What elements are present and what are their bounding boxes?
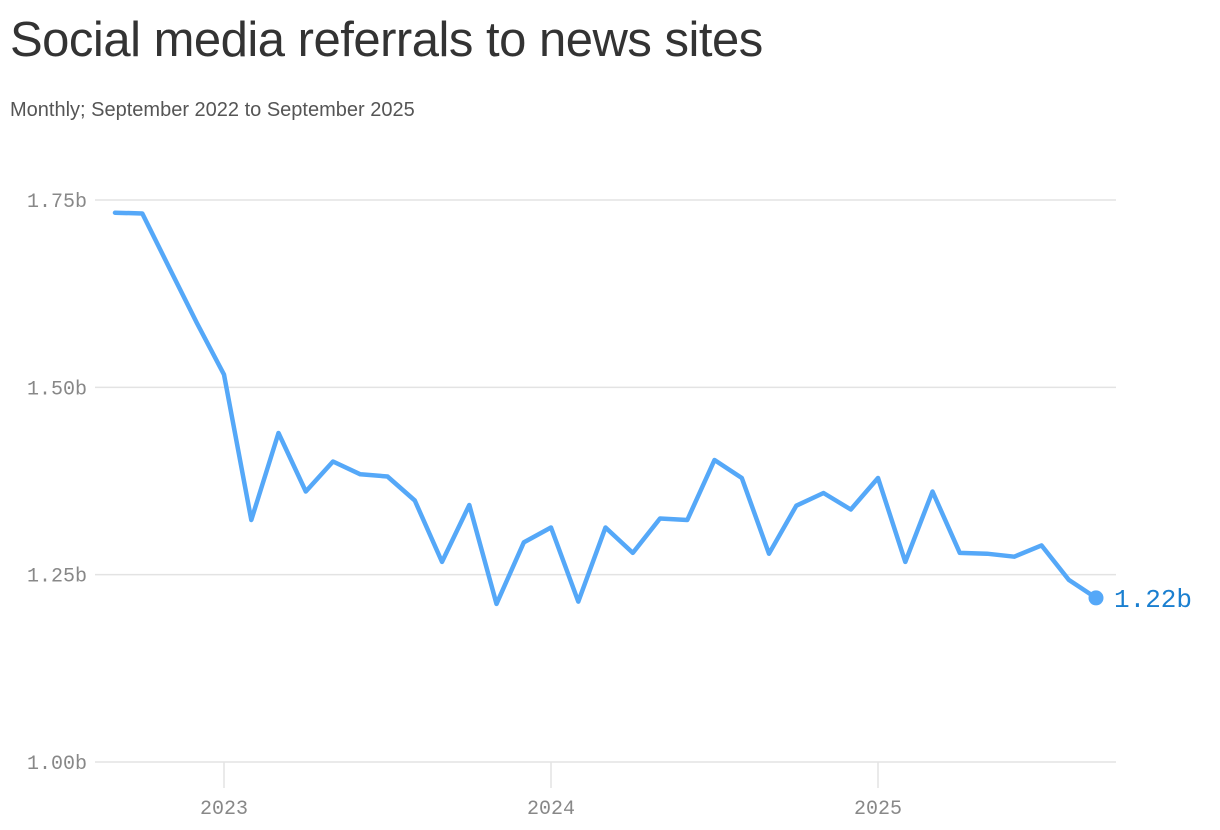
y-tick-label: 1.25b xyxy=(27,566,87,589)
end-point-marker xyxy=(1088,590,1104,606)
y-tick-label: 1.50b xyxy=(27,378,87,401)
x-axis: 2023 2024 2025 xyxy=(200,762,902,821)
y-tick-label: 1.75b xyxy=(27,191,87,214)
x-tick-label: 2024 xyxy=(527,798,575,821)
chart-subtitle: Monthly; September 2022 to September 202… xyxy=(10,99,415,121)
y-axis: 1.00b 1.25b 1.50b 1.75b xyxy=(27,191,87,776)
referrals-line xyxy=(112,210,1099,607)
x-tick-label: 2025 xyxy=(854,798,902,821)
y-gridlines xyxy=(95,199,1116,763)
x-tick-label: 2023 xyxy=(200,798,248,821)
chart-title: Social media referrals to news sites xyxy=(10,13,763,67)
end-value-label: 1.22b xyxy=(1114,585,1192,615)
y-tick-label: 1.00b xyxy=(27,753,87,776)
